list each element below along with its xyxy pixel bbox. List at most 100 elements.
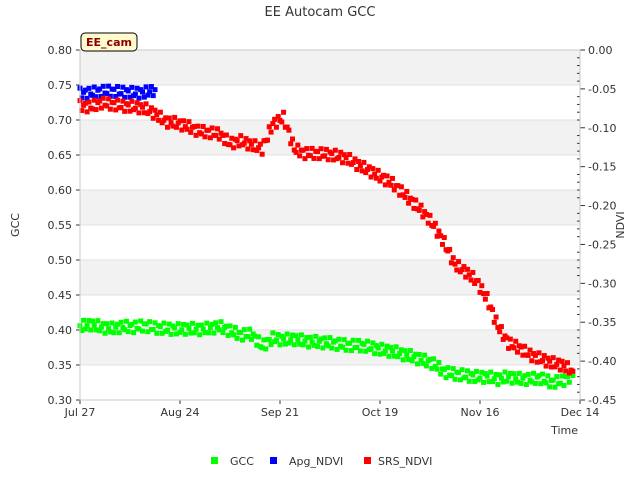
srs-ndvi-point bbox=[111, 100, 117, 106]
srs-ndvi-point bbox=[148, 105, 154, 111]
data-points bbox=[77, 83, 576, 390]
gcc-point bbox=[516, 370, 522, 376]
srs-ndvi-point bbox=[191, 124, 197, 130]
srs-ndvi-point bbox=[170, 123, 176, 129]
gcc-point bbox=[132, 319, 138, 325]
gcc-point bbox=[157, 324, 163, 330]
gcc-point bbox=[438, 371, 444, 377]
srs-ndvi-point bbox=[482, 296, 488, 302]
srs-ndvi-point bbox=[525, 352, 531, 358]
gcc-point bbox=[266, 337, 272, 343]
y-right-tick-label: 0.00 bbox=[588, 44, 613, 57]
legend-swatch-gcc bbox=[211, 457, 218, 464]
gcc-point bbox=[395, 354, 401, 360]
gcc-point bbox=[273, 337, 279, 343]
gcc-point bbox=[123, 318, 129, 324]
gcc-point bbox=[81, 317, 87, 323]
srs-ndvi-point bbox=[354, 167, 360, 173]
srs-ndvi-point bbox=[372, 171, 378, 177]
srs-ndvi-point bbox=[416, 207, 422, 213]
gcc-point bbox=[336, 336, 342, 342]
gcc-point bbox=[411, 354, 417, 360]
apg-ndvi-point bbox=[125, 88, 131, 94]
gcc-point bbox=[552, 384, 558, 390]
apg-ndvi-point bbox=[100, 83, 106, 89]
srs-ndvi-point bbox=[456, 259, 462, 265]
srs-ndvi-point bbox=[229, 135, 235, 141]
srs-ndvi-point bbox=[561, 363, 567, 369]
gcc-point bbox=[154, 330, 160, 336]
gcc-point bbox=[122, 327, 128, 333]
srs-ndvi-point bbox=[441, 235, 447, 241]
gcc-point bbox=[498, 375, 504, 381]
srs-ndvi-point bbox=[156, 117, 162, 123]
y-axis-left-label: GCC bbox=[9, 213, 22, 237]
gcc-point bbox=[218, 319, 224, 325]
x-axis: Jul 27 Aug 24 Sep 21 Oct 19 Nov 16 Dec 14 bbox=[64, 400, 599, 419]
gcc-point bbox=[550, 377, 556, 383]
srs-ndvi-point bbox=[357, 163, 363, 169]
gcc-point bbox=[363, 348, 369, 354]
srs-ndvi-point bbox=[470, 269, 476, 275]
gcc-point bbox=[143, 321, 149, 327]
gcc-point bbox=[382, 348, 388, 354]
gcc-point bbox=[200, 326, 206, 332]
srs-ndvi-point bbox=[236, 143, 242, 149]
srs-ndvi-point bbox=[222, 140, 228, 146]
srs-ndvi-point bbox=[559, 358, 565, 364]
gcc-point bbox=[531, 370, 537, 376]
gcc-point bbox=[477, 375, 483, 381]
srs-ndvi-point bbox=[86, 99, 92, 105]
gcc-point bbox=[241, 327, 247, 333]
apg-ndvi-point bbox=[97, 86, 103, 92]
srs-ndvi-point bbox=[472, 281, 478, 287]
gcc-point bbox=[277, 342, 283, 348]
gcc-point bbox=[490, 379, 495, 385]
gcc-point bbox=[506, 374, 512, 380]
gcc-point bbox=[93, 327, 99, 333]
apg-ndvi-point bbox=[141, 94, 147, 100]
srs-ndvi-point bbox=[182, 124, 188, 130]
gcc-point bbox=[259, 345, 265, 351]
srs-ndvi-point bbox=[459, 267, 465, 273]
gcc-point bbox=[423, 363, 429, 369]
srs-ndvi-point bbox=[323, 146, 329, 152]
srs-ndvi-point bbox=[106, 96, 112, 102]
gcc-point bbox=[261, 337, 267, 343]
gcc-point bbox=[320, 345, 326, 351]
srs-ndvi-point bbox=[329, 151, 335, 157]
gcc-point bbox=[88, 327, 94, 333]
srs-ndvi-point bbox=[491, 319, 497, 325]
srs-ndvi-point bbox=[391, 187, 397, 193]
srs-ndvi-point bbox=[361, 159, 367, 165]
srs-ndvi-point bbox=[368, 174, 374, 180]
srs-ndvi-point bbox=[515, 349, 520, 355]
srs-ndvi-point bbox=[532, 352, 538, 358]
gcc-point bbox=[391, 353, 397, 359]
gcc-point bbox=[452, 376, 458, 382]
srs-ndvi-point bbox=[388, 182, 394, 188]
srs-ndvi-point bbox=[461, 264, 467, 270]
gcc-point bbox=[177, 329, 183, 335]
gcc-point bbox=[388, 344, 394, 350]
y-right-tick-label: -0.20 bbox=[588, 200, 616, 213]
srs-ndvi-point bbox=[438, 233, 444, 239]
srs-ndvi-point bbox=[529, 358, 535, 364]
gcc-point bbox=[334, 346, 340, 352]
gcc-point bbox=[486, 379, 492, 385]
gcc-point bbox=[356, 337, 362, 343]
srs-ndvi-point bbox=[157, 109, 163, 115]
srs-ndvi-point bbox=[570, 368, 576, 374]
gcc-point bbox=[107, 329, 113, 335]
gcc-point bbox=[125, 329, 131, 335]
gcc-point bbox=[565, 374, 570, 380]
gcc-point bbox=[418, 357, 424, 363]
gcc-point bbox=[473, 368, 479, 374]
srs-ndvi-point bbox=[200, 123, 206, 129]
gcc-point bbox=[172, 325, 178, 331]
gcc-point bbox=[561, 382, 567, 388]
srs-ndvi-point bbox=[295, 142, 301, 148]
y-axis-right: -0.45 -0.40 -0.35 -0.30 -0.25 -0.20 -0.15 -0.10… bbox=[577, 44, 616, 407]
gcc-point bbox=[113, 324, 119, 330]
apg-ndvi-point bbox=[79, 95, 85, 101]
